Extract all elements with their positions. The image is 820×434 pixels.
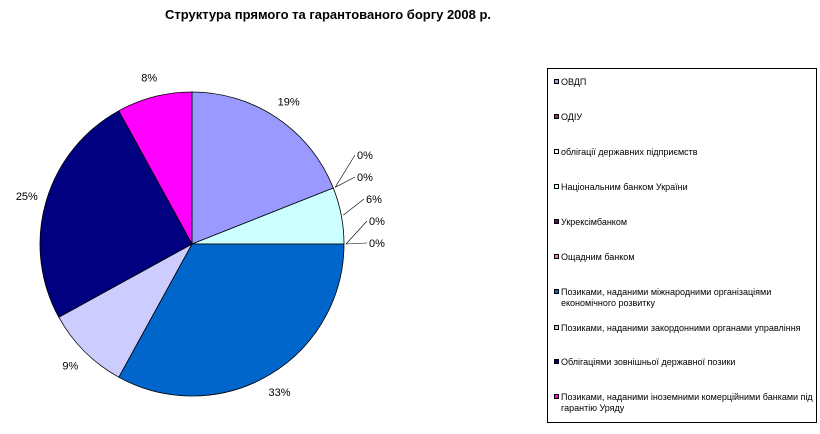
legend-swatch — [554, 219, 559, 224]
legend-item: Національним банком України — [554, 182, 814, 193]
legend-swatch — [554, 394, 559, 399]
pie-slice — [58, 242, 194, 378]
legend-item: Позиками, наданими іноземними комерційни… — [554, 392, 814, 414]
data-label: 0% — [369, 216, 385, 228]
legend-swatch — [554, 254, 559, 259]
leader-line — [343, 198, 365, 216]
legend-label: Позиками, наданими міжнародними організа… — [561, 287, 772, 308]
legend-item: Облігаціями зовнішньої державної позики — [554, 357, 814, 368]
data-label: 19% — [278, 97, 300, 109]
legend-swatch — [554, 184, 559, 189]
legend-swatch — [554, 114, 559, 119]
pie-slice — [191, 91, 334, 245]
legend-swatch — [554, 289, 559, 294]
legend-item: облігації державних підприємств — [554, 147, 814, 158]
legend-item: Позиками, наданими закордонними органами… — [554, 323, 814, 334]
pie-chart: 19% 0% 0% 6% 0% 0% 33% 9% 25% 8% — [16, 72, 385, 399]
data-labels: 19% 0% 0% 6% 0% 0% 33% 9% 25% 8% — [16, 72, 385, 399]
legend-item: Укрексімбанком — [554, 217, 814, 228]
pie-slices — [39, 91, 345, 397]
legend-label: Ощадним банком — [561, 252, 635, 262]
legend-swatch — [554, 359, 559, 364]
chart-title: Структура прямого та гарантованого боргу… — [164, 7, 492, 22]
legend-swatch — [554, 325, 559, 330]
legend-item: ОДІУ — [554, 112, 814, 123]
legend-label: ОВДП — [561, 77, 587, 87]
data-label: 0% — [357, 172, 373, 184]
legend-label: облігації державних підприємств — [561, 147, 698, 157]
leader-line — [335, 176, 356, 188]
legend-label: Позиками, наданими закордонними органами… — [561, 323, 801, 333]
leader-line — [345, 242, 368, 245]
data-label: 8% — [141, 72, 157, 84]
chart-legend: ОВДП ОДІУ облігації державних підприємств Н… — [547, 68, 817, 423]
legend-label: Позиками, наданими іноземними комерційни… — [561, 392, 813, 413]
pie-slice — [118, 243, 345, 397]
data-label: 0% — [357, 150, 373, 162]
data-label: 33% — [269, 387, 291, 399]
legend-label: Укрексімбанком — [561, 217, 628, 227]
legend-swatch — [554, 149, 559, 154]
data-label: 0% — [369, 238, 385, 250]
legend-swatch — [554, 79, 559, 84]
legend-item: Ощадним банком — [554, 252, 814, 263]
pie-slice — [118, 91, 193, 245]
legend-label: Національним банком України — [561, 182, 688, 192]
leader-line — [345, 220, 368, 245]
legend-label: Облігаціями зовнішньої державної позики — [561, 357, 736, 367]
data-label: 25% — [16, 191, 38, 203]
pie-slice — [39, 110, 193, 318]
leader-lines — [334, 154, 368, 245]
leader-line — [334, 154, 356, 188]
data-label: 9% — [62, 361, 78, 373]
data-label: 6% — [366, 194, 382, 206]
legend-item: Позиками, наданими міжнародними організа… — [554, 287, 814, 309]
legend-label: ОДІУ — [561, 112, 583, 122]
legend-item: ОВДП — [554, 77, 814, 88]
